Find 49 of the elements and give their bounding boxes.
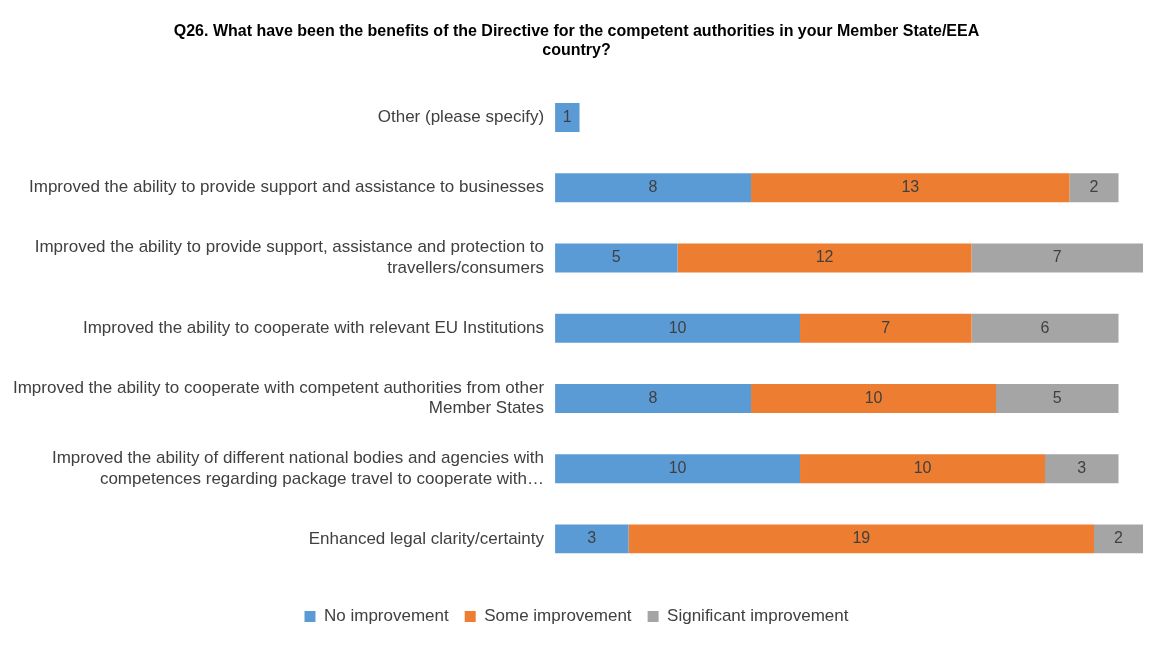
y-tick-label: Enhanced legal clarity/certainty (308, 528, 545, 548)
bar (1045, 454, 1119, 484)
bar (996, 383, 1119, 413)
bar (800, 454, 1046, 484)
data-label: 8 (648, 178, 658, 196)
legend-label: Significant improvement (667, 606, 849, 626)
y-tick-label: Improved the ability to provide support and assistance to businesses (29, 177, 545, 197)
data-label: 3 (587, 529, 597, 547)
data-label: 7 (1052, 248, 1062, 266)
bar (751, 383, 997, 413)
y-tick-label: Improved the ability to provide support, assistance and protection to travellers/consumers (34, 237, 545, 277)
data-label: 10 (913, 459, 932, 477)
y-tick-label: Other (please specify) (377, 107, 545, 127)
data-label: 3 (1077, 459, 1087, 477)
y-tick-label: Improved the ability of different national bodies and agencies with competences regarding package travel to cooperate with… (51, 448, 545, 488)
bar (751, 173, 1070, 203)
bar (555, 243, 678, 273)
data-label: 1 (562, 107, 572, 125)
bar (971, 243, 1143, 273)
data-label: 10 (668, 459, 687, 477)
data-label: 6 (1040, 318, 1050, 336)
bar (555, 173, 752, 203)
bar (800, 313, 972, 343)
y-tick-label: Improved the ability to cooperate with relevant EU Institutions (82, 317, 545, 337)
data-label: 5 (1052, 388, 1062, 406)
data-label: 12 (815, 248, 834, 266)
bar (628, 524, 1094, 554)
bar (1094, 524, 1143, 554)
bar (555, 524, 629, 554)
data-label: 13 (901, 178, 920, 196)
data-label: 10 (668, 318, 687, 336)
y-tick-label: Improved the ability to cooperate with competent authorities from other Member States (12, 377, 545, 418)
legend-label: No improvement (323, 606, 449, 626)
bar (1069, 173, 1119, 203)
bar (555, 313, 801, 343)
data-label: 7 (881, 318, 891, 336)
bar (555, 103, 580, 132)
data-label: 2 (1114, 529, 1124, 547)
bar (971, 313, 1119, 343)
chart-title: Q26. What have been the benefits of the Directive for the competent authorities in your Member State/EEA country? (173, 22, 980, 59)
bar (555, 383, 752, 413)
data-label: 19 (852, 529, 871, 547)
bar (677, 243, 972, 273)
data-label: 2 (1089, 178, 1099, 196)
data-label: 10 (864, 388, 883, 406)
data-label: 8 (648, 388, 658, 406)
legend-label: Some improvement (484, 606, 632, 626)
bar (555, 454, 801, 484)
data-label: 5 (611, 248, 621, 266)
